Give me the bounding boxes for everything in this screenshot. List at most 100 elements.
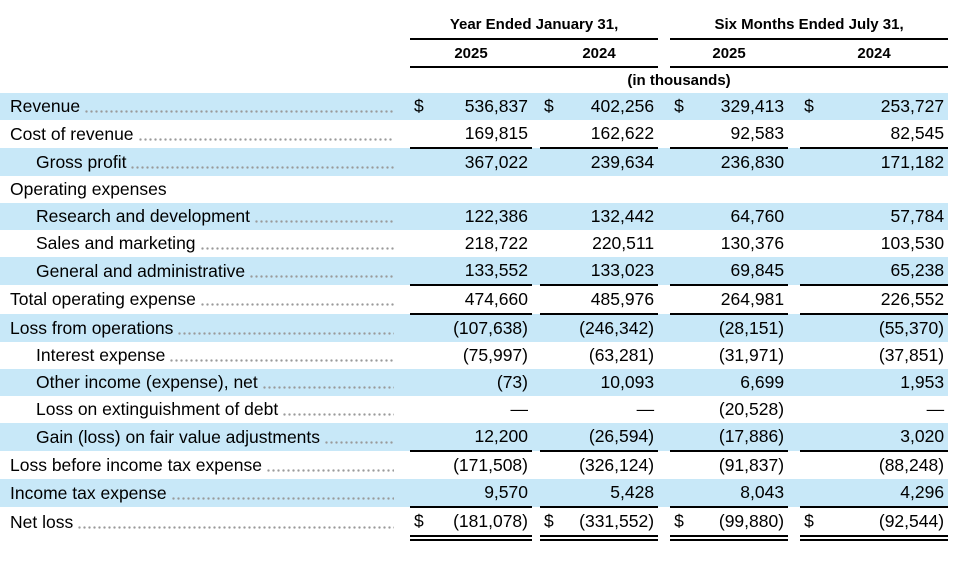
value-cell: (91,837) bbox=[718, 455, 785, 475]
spacer-cell bbox=[532, 148, 540, 176]
value-cell: (17,886) bbox=[692, 423, 789, 452]
row-label-cell: Revenue bbox=[0, 93, 402, 120]
value-cell: 9,570 bbox=[432, 479, 532, 508]
spacer-cell bbox=[532, 230, 540, 257]
spacer-cell bbox=[658, 176, 670, 203]
value-cell: (26,594) bbox=[562, 423, 659, 452]
value-cell: (73) bbox=[432, 369, 532, 396]
spacer-cell bbox=[402, 507, 410, 538]
corner-cell bbox=[0, 67, 402, 93]
table-row-gain-loss-on-fair-value-adjustments: Gain (loss) on fair value adjustments 12,… bbox=[0, 423, 949, 452]
dollar-placeholder bbox=[410, 369, 432, 396]
spacer-cell bbox=[532, 479, 540, 507]
dollar-placeholder bbox=[410, 314, 432, 342]
dollar-placeholder bbox=[670, 423, 693, 452]
dollar-placeholder bbox=[670, 120, 693, 149]
value-cell: 10,093 bbox=[562, 369, 659, 396]
year-column-header: 2025 bbox=[410, 39, 532, 68]
spacer-cell bbox=[658, 203, 671, 230]
value-cell: 3,020 bbox=[822, 423, 949, 452]
value-cell: (63,281) bbox=[588, 345, 655, 365]
spacer-cell bbox=[532, 257, 540, 285]
value-cell: 236,830 bbox=[692, 148, 789, 176]
spacer-cell bbox=[532, 396, 540, 423]
dotted-leader bbox=[77, 509, 394, 530]
spacer-cell bbox=[658, 342, 670, 369]
spacer-cell bbox=[658, 451, 670, 479]
dotted-leader bbox=[261, 369, 394, 390]
spacer-cell bbox=[532, 176, 540, 203]
spacer-cell bbox=[788, 423, 801, 451]
row-label-cell: Loss before income tax expense bbox=[0, 451, 402, 479]
row-label: Research and development bbox=[36, 206, 251, 226]
dotted-leader bbox=[324, 423, 394, 445]
row-label-cell: Net loss bbox=[0, 507, 402, 538]
value-cell: (37,851) bbox=[878, 345, 945, 365]
value-cell: 1,953 bbox=[822, 369, 949, 396]
spacer-cell bbox=[788, 369, 801, 396]
value-cell: 226,552 bbox=[822, 285, 949, 315]
value-cell: (55,370) bbox=[822, 314, 949, 342]
value-cell: 133,552 bbox=[432, 257, 532, 286]
spacer-cell bbox=[788, 176, 800, 203]
row-label: Net loss bbox=[10, 512, 74, 532]
value-cell: 402,256 bbox=[562, 93, 659, 120]
dollar-placeholder bbox=[800, 396, 822, 423]
period-group-title: Six Months Ended July 31, bbox=[670, 8, 949, 40]
value-cell: 92,583 bbox=[692, 120, 789, 149]
row-label-cell: Total operating expense bbox=[0, 285, 402, 314]
value-cell: 5,428 bbox=[562, 479, 659, 508]
spacer-cell bbox=[532, 342, 540, 369]
row-label-cell: Sales and marketing bbox=[0, 230, 402, 257]
dollar-placeholder bbox=[670, 479, 693, 508]
value-cell: 329,413 bbox=[692, 93, 789, 120]
value-cell: (246,342) bbox=[562, 314, 659, 342]
dotted-leader bbox=[137, 120, 394, 142]
value-cell: 169,815 bbox=[432, 120, 532, 149]
row-label-cell: Loss on extinguishment of debt bbox=[0, 396, 402, 423]
row-label-wrap: Other income (expense), net bbox=[0, 369, 402, 396]
value-cell bbox=[822, 176, 948, 203]
spacer-cell bbox=[402, 369, 410, 396]
dollar-sign: $ bbox=[800, 93, 823, 120]
dollar-placeholder bbox=[410, 230, 432, 257]
spacer-cell bbox=[658, 479, 671, 507]
value-cell: 367,022 bbox=[432, 148, 532, 176]
dollar-placeholder bbox=[540, 257, 562, 286]
spacer-cell bbox=[532, 423, 540, 451]
value-cell: 485,976 bbox=[562, 285, 659, 315]
dollar-sign: $ bbox=[540, 507, 562, 541]
row-label: Cost of revenue bbox=[10, 123, 134, 144]
value-cell: 65,238 bbox=[822, 257, 949, 286]
value-cell: 220,511 bbox=[592, 233, 655, 253]
value-cell: 162,622 bbox=[562, 120, 659, 149]
spacer-cell bbox=[788, 257, 801, 285]
dollar-placeholder bbox=[410, 176, 432, 203]
table-row-gross-profit: Gross profit 367,022 239,634 236,830 171,182 bbox=[0, 148, 949, 176]
value-cell: (88,248) bbox=[878, 455, 945, 475]
row-label-cell: Gain (loss) on fair value adjustments bbox=[0, 423, 402, 451]
value-cell: 132,442 bbox=[562, 203, 659, 230]
value-cell: (171,508) bbox=[453, 455, 528, 475]
spacer-cell bbox=[402, 342, 410, 369]
row-label-wrap: Gross profit bbox=[0, 148, 402, 176]
value-cell: (20,528) bbox=[718, 399, 785, 419]
dollar-placeholder bbox=[540, 203, 562, 230]
spacer-cell bbox=[658, 120, 670, 148]
dollar-placeholder bbox=[540, 176, 562, 203]
dollar-placeholder bbox=[670, 176, 692, 203]
value-cell bbox=[432, 176, 532, 203]
income-statement-table: Year Ended January 31, Six Months Ended J… bbox=[0, 8, 949, 541]
value-cell: 6,699 bbox=[692, 369, 789, 396]
spacer-cell bbox=[658, 285, 670, 314]
row-label-cell: Gross profit bbox=[0, 148, 402, 176]
row-label-wrap: Loss from operations bbox=[0, 314, 402, 342]
value-cell: 12,200 bbox=[432, 423, 532, 452]
value-cell: 264,981 bbox=[692, 285, 789, 315]
dollar-placeholder bbox=[800, 369, 823, 396]
dotted-leader bbox=[282, 396, 394, 417]
dollar-placeholder bbox=[800, 230, 822, 257]
table-row-loss-on-extinguishment-of-debt: Loss on extinguishment of debt — — (20,528)… bbox=[0, 396, 948, 423]
row-label-wrap: Research and development bbox=[0, 203, 402, 230]
value-cell: (181,078) bbox=[432, 507, 532, 541]
